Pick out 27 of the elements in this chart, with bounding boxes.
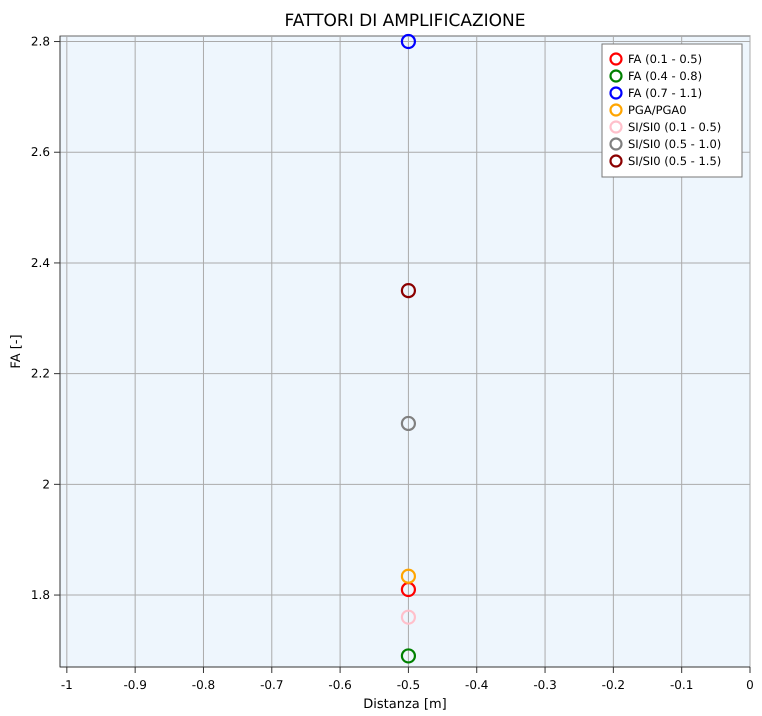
x-tick-label: -0.3 bbox=[533, 678, 557, 692]
legend-label: SI/SI0 (0.5 - 1.0) bbox=[628, 137, 722, 151]
x-tick-label: -0.6 bbox=[328, 678, 352, 692]
chart-title: FATTORI DI AMPLIFICAZIONE bbox=[284, 11, 526, 31]
x-tick-label: -0.4 bbox=[465, 678, 488, 692]
y-tick-label: 2.4 bbox=[30, 256, 50, 270]
legend-label: FA (0.4 - 0.8) bbox=[628, 69, 702, 83]
legend-label: SI/SI0 (0.1 - 0.5) bbox=[628, 120, 722, 134]
x-tick-label: -0.5 bbox=[396, 678, 420, 692]
y-tick-label: 2.2 bbox=[30, 366, 50, 381]
legend-label: FA (0.1 - 0.5) bbox=[628, 52, 702, 66]
x-tick-label: -1 bbox=[60, 678, 73, 692]
x-axis-title: Distanza [m] bbox=[363, 697, 447, 712]
y-tick-label: 2.8 bbox=[30, 34, 50, 49]
x-tick-label: -0.1 bbox=[670, 678, 694, 692]
x-tick-label: -0.8 bbox=[192, 678, 216, 692]
x-tick-label: -0.7 bbox=[260, 678, 284, 692]
y-tick-label: 1.8 bbox=[30, 588, 50, 602]
x-tick-label: 0 bbox=[746, 678, 754, 692]
y-axis-title: FA [-] bbox=[9, 334, 24, 369]
legend-label: FA (0.7 - 1.1) bbox=[628, 86, 702, 100]
y-tick-label: 2.6 bbox=[30, 145, 50, 160]
x-tick-label: -0.9 bbox=[123, 678, 147, 692]
legend-label: SI/SI0 (0.5 - 1.5) bbox=[628, 154, 722, 168]
y-tick-label: 2 bbox=[42, 477, 50, 492]
legend-label: PGA/PGA0 bbox=[628, 103, 687, 117]
x-tick-label: -0.2 bbox=[602, 678, 626, 692]
